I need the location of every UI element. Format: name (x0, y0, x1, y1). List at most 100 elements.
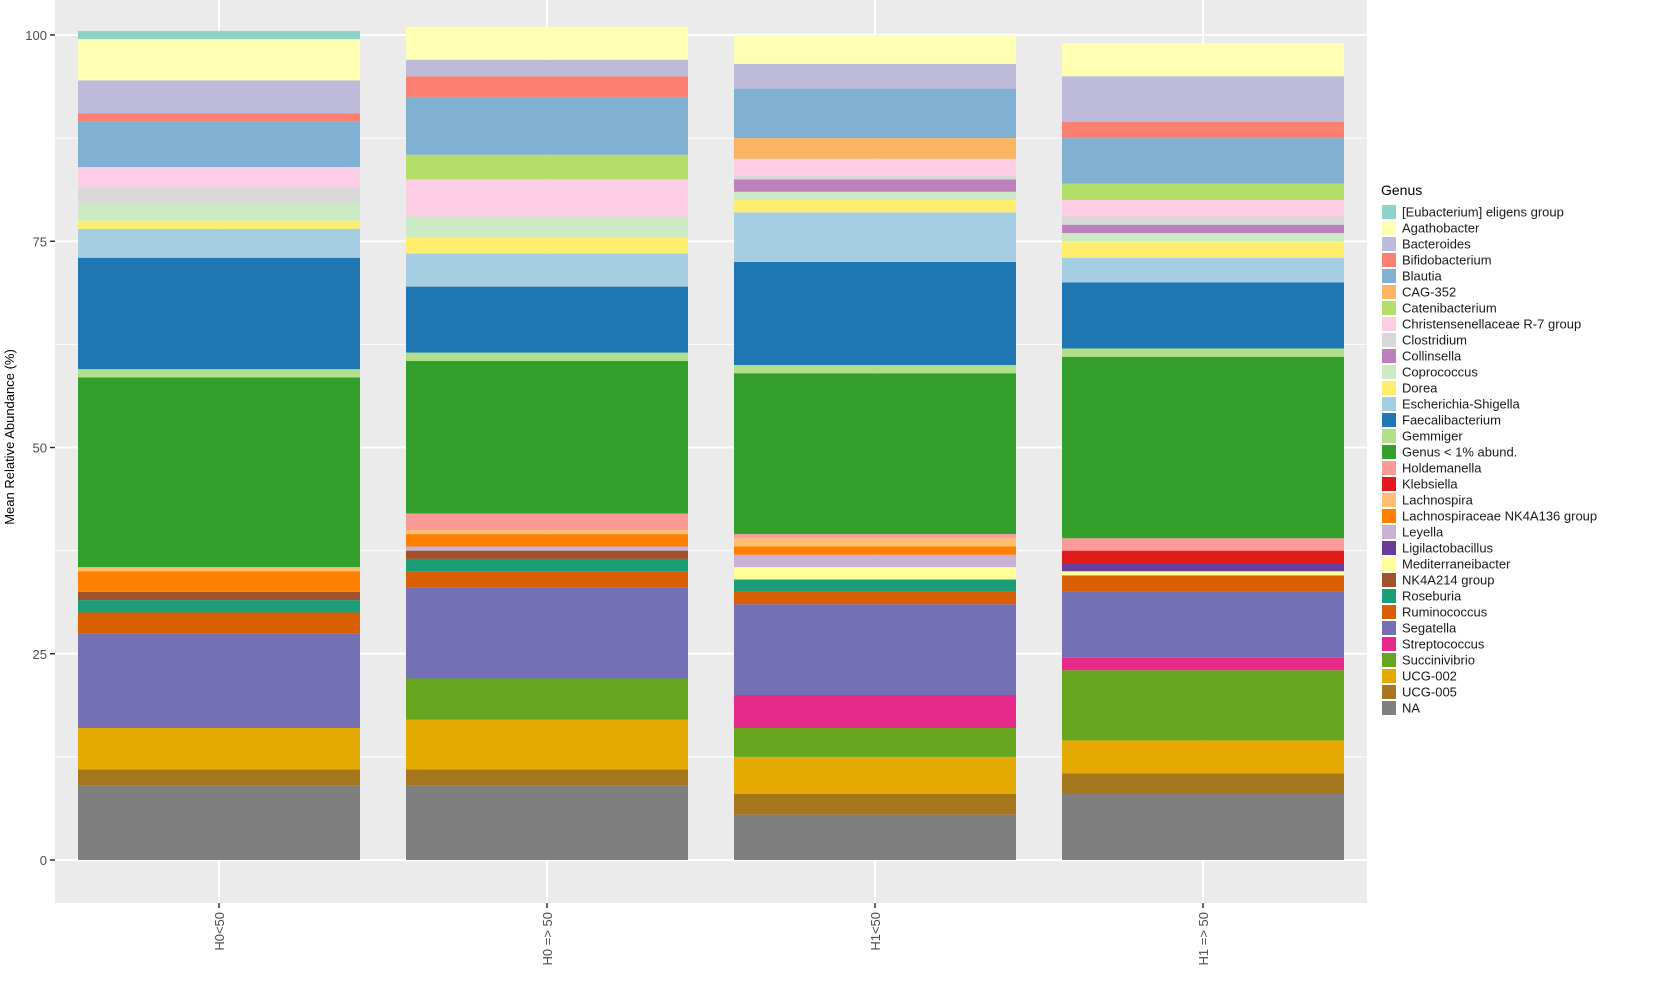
bar-segment-genus-1-abund- (734, 373, 1016, 535)
legend-key (1382, 237, 1396, 251)
bar-segment-segatella (78, 633, 360, 728)
bar-segment-lachnospiraceae-nk4a136-group (78, 571, 360, 592)
y-tick-label: 75 (33, 234, 47, 249)
bar-segment-escherichia-shigella (406, 253, 688, 287)
legend-label: NA (1402, 701, 1420, 716)
bar-segment-dorea (406, 237, 688, 254)
bar-segment-christensenellaceae-r-7-group (1062, 200, 1344, 217)
legend-key (1382, 317, 1396, 331)
legend-key (1382, 301, 1396, 315)
legend-label: Holdemanella (1402, 461, 1482, 476)
bar-segment-nk4a214-group (406, 550, 688, 559)
bar-segment-agathobacter (1062, 43, 1344, 77)
bar-segment-escherichia-shigella (78, 228, 360, 258)
legend-key (1382, 653, 1396, 667)
bar-segment-ligilactobacillus (1062, 563, 1344, 572)
bar-segment-cag-352 (734, 138, 1016, 159)
legend-label: NK4A214 group (1402, 573, 1495, 588)
bar-segment-roseburia (78, 600, 360, 613)
legend-key (1382, 397, 1396, 411)
bar-segment-ruminococcus (406, 571, 688, 588)
legend-key (1382, 381, 1396, 395)
bar-segment-christensenellaceae-r-7-group (734, 158, 1016, 176)
bar-segment-gemmiger (406, 352, 688, 361)
x-tick-label: H0<50 (212, 912, 227, 951)
legend-label: Bacteroides (1402, 237, 1471, 252)
bar-segment--eubacterium-eligens-group (78, 30, 360, 40)
y-tick-label: 0 (40, 853, 47, 868)
legend-key (1382, 333, 1396, 347)
legend-label: CAG-352 (1402, 285, 1456, 300)
y-axis: 0 25 50 75 100 (25, 28, 55, 868)
bar-segment-agathobacter (406, 26, 688, 60)
bar-segment-bifidobacterium (78, 113, 360, 122)
legend-key (1382, 461, 1396, 475)
x-tick-label: H1<50 (868, 912, 883, 951)
bar-segment-gemmiger (1062, 348, 1344, 357)
legend-key (1382, 669, 1396, 683)
bar-segment-ruminococcus (734, 591, 1016, 605)
legend-label: Coprococcus (1402, 365, 1478, 380)
legend-key (1382, 493, 1396, 507)
legend-key (1382, 525, 1396, 539)
bar-segment-holdemanella (734, 534, 1016, 539)
bar-segment-catenibacterium (1062, 183, 1344, 200)
legend-label: Faecalibacterium (1402, 413, 1501, 428)
legend-title: Genus (1381, 182, 1422, 198)
bar-segment-dorea (1062, 241, 1344, 258)
legend-key (1382, 541, 1396, 555)
legend-key (1382, 445, 1396, 459)
legend-label: Roseburia (1402, 589, 1462, 604)
bar-segment-ucg-002 (406, 719, 688, 770)
bar-segment-dorea (78, 220, 360, 229)
bar-segment-escherichia-shigella (734, 212, 1016, 262)
bar-segment-roseburia (734, 579, 1016, 592)
x-tick-label: H0 => 50 (540, 912, 555, 966)
bar-segment-coprococcus (1062, 233, 1344, 242)
bar-segment-streptococcus (734, 695, 1016, 728)
bar-segment-succinivibrio (1062, 670, 1344, 741)
bar-segment-coprococcus (78, 204, 360, 221)
legend-label: Ruminococcus (1402, 605, 1488, 620)
bar-segment-ucg-005 (734, 794, 1016, 815)
bar-segment-clostridium (1062, 216, 1344, 225)
x-axis: H0<50 H0 => 50 H1<50 H1 => 50 (212, 903, 1211, 966)
bar-segment-gemmiger (734, 365, 1016, 374)
y-tick-label: 50 (33, 441, 47, 456)
bar-segment-leyella (406, 546, 688, 551)
bar-segment-na (1062, 794, 1344, 860)
bar-segment-genus-1-abund- (78, 377, 360, 568)
legend-label: Gemmiger (1402, 429, 1463, 444)
y-tick-label: 25 (33, 647, 47, 662)
legend-label: UCG-005 (1402, 685, 1457, 700)
bar-segment-faecalibacterium (1062, 282, 1344, 349)
bar-segment-catenibacterium (406, 154, 688, 180)
y-tick-label: 100 (25, 28, 47, 43)
bar-segment-gemmiger (78, 369, 360, 378)
bar-segment-bifidobacterium (406, 76, 688, 97)
legend-key (1382, 589, 1396, 603)
legend-key (1382, 365, 1396, 379)
legend-label: Dorea (1402, 381, 1438, 396)
bar-segment-succinivibrio (734, 728, 1016, 757)
bar-segment-dorea (734, 200, 1016, 213)
bar-segment-blautia (78, 121, 360, 167)
bar-segment-mediterraneibacter (734, 567, 1016, 580)
bar-segment-bacteroides (78, 80, 360, 114)
legend-label: Lachnospira (1402, 493, 1474, 508)
bar-segment-lachnospira (78, 567, 360, 572)
bar-segment-leyella (734, 554, 1016, 568)
bar-segment-na (78, 785, 360, 860)
legend-key (1382, 621, 1396, 635)
legend-label: Blautia (1402, 269, 1443, 284)
bar-segment-bacteroides (1062, 76, 1344, 122)
bar-segment-coprococcus (734, 191, 1016, 200)
bar-segment-ucg-002 (78, 728, 360, 770)
bars (78, 26, 1344, 860)
bar-segment-mediterraneibacter (1062, 571, 1344, 576)
x-tick-label: H1 => 50 (1196, 912, 1211, 966)
legend-key (1382, 557, 1396, 571)
bar-segment-bacteroides (406, 59, 688, 77)
bar-segment-clostridium (734, 175, 1016, 180)
